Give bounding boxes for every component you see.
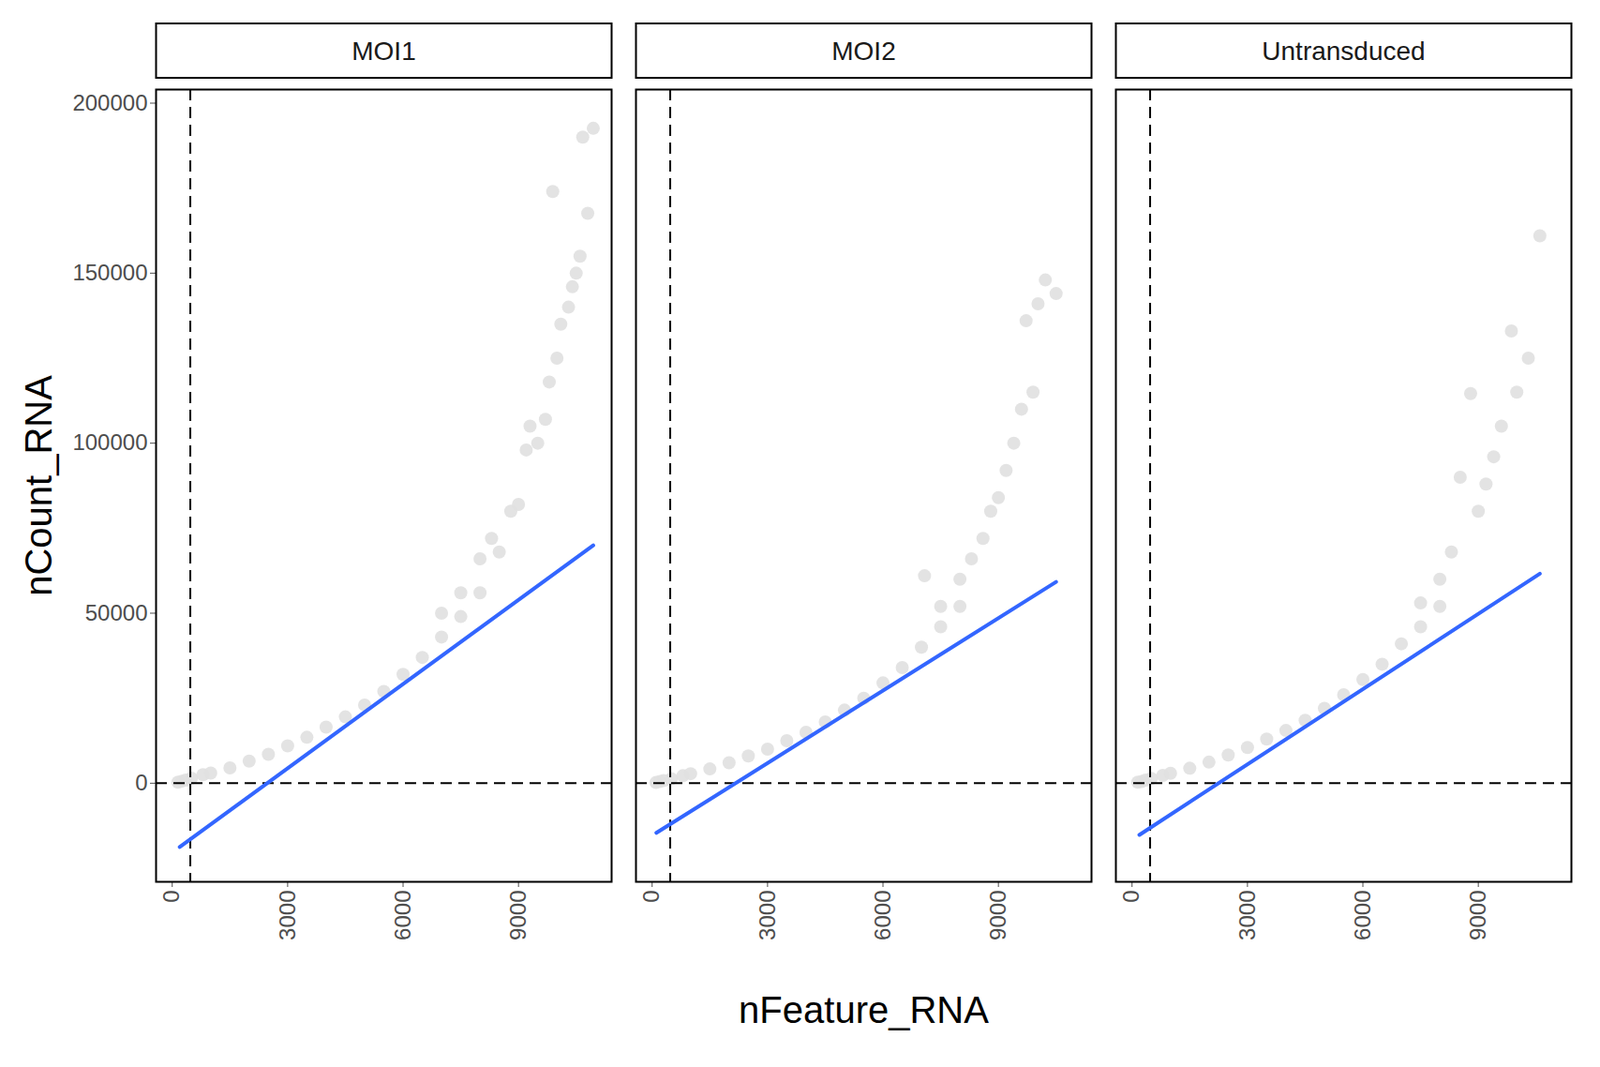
- svg-text:9000: 9000: [985, 890, 1011, 941]
- svg-text:MOI2: MOI2: [831, 36, 896, 66]
- svg-text:0: 0: [1118, 890, 1144, 903]
- svg-text:3000: 3000: [274, 890, 300, 941]
- svg-text:0: 0: [158, 890, 184, 903]
- svg-text:0: 0: [638, 890, 664, 903]
- svg-text:0: 0: [134, 769, 148, 795]
- svg-text:200000: 200000: [72, 89, 148, 116]
- svg-text:nCount_RNA: nCount_RNA: [17, 374, 60, 597]
- svg-text:3000: 3000: [1234, 890, 1260, 941]
- svg-text:6000: 6000: [869, 890, 896, 941]
- svg-text:3000: 3000: [754, 890, 780, 941]
- svg-text:6000: 6000: [389, 890, 416, 941]
- svg-text:9000: 9000: [505, 890, 531, 941]
- svg-text:50000: 50000: [85, 599, 149, 626]
- svg-text:9000: 9000: [1465, 890, 1491, 941]
- svg-text:nFeature_RNA: nFeature_RNA: [738, 988, 989, 1031]
- svg-text:MOI1: MOI1: [351, 36, 416, 66]
- svg-text:150000: 150000: [72, 259, 148, 285]
- svg-text:6000: 6000: [1349, 890, 1376, 941]
- svg-text:100000: 100000: [72, 429, 148, 455]
- svg-text:Untransduced: Untransduced: [1261, 36, 1425, 66]
